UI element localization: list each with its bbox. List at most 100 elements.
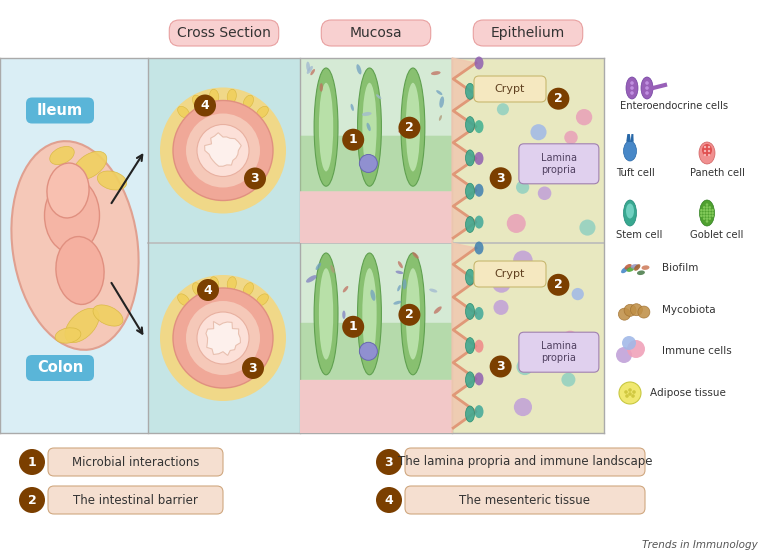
FancyBboxPatch shape [169,20,278,46]
FancyBboxPatch shape [405,448,645,476]
FancyBboxPatch shape [300,136,452,191]
Ellipse shape [314,68,338,186]
Circle shape [579,219,595,235]
Ellipse shape [474,184,483,197]
Text: 3: 3 [496,360,505,373]
Circle shape [360,155,377,172]
Circle shape [530,124,546,140]
Text: 1: 1 [349,320,357,333]
Circle shape [538,186,552,200]
Text: 4: 4 [200,99,210,112]
Circle shape [497,103,509,116]
Ellipse shape [699,142,715,164]
Circle shape [376,449,402,475]
Circle shape [490,355,512,378]
Text: Goblet cell: Goblet cell [690,230,744,240]
Text: Cross Section: Cross Section [177,26,271,40]
Text: Stem cell: Stem cell [616,230,662,240]
Ellipse shape [350,104,354,111]
Ellipse shape [474,88,483,102]
Circle shape [631,394,635,398]
Circle shape [708,214,711,217]
Ellipse shape [623,200,636,226]
Ellipse shape [436,90,442,95]
Text: The mesenteric tissue: The mesenteric tissue [460,493,591,507]
FancyBboxPatch shape [519,144,599,184]
Ellipse shape [362,112,372,116]
Text: 2: 2 [405,121,414,134]
Circle shape [638,306,650,318]
Text: Enteroendocrine cells: Enteroendocrine cells [620,101,728,111]
Text: Lamina
propria: Lamina propria [541,341,577,363]
Ellipse shape [626,77,638,99]
Ellipse shape [256,107,269,118]
Circle shape [630,304,643,316]
Circle shape [630,81,633,85]
Text: 2: 2 [405,309,414,321]
Circle shape [562,373,575,387]
Text: Adipose tissue: Adipose tissue [650,388,726,398]
Circle shape [565,131,578,144]
FancyBboxPatch shape [300,58,452,433]
Ellipse shape [465,269,474,285]
Circle shape [19,487,45,513]
Ellipse shape [11,141,138,350]
Text: Biofilm: Biofilm [662,263,698,273]
Ellipse shape [399,129,410,135]
Ellipse shape [50,146,74,165]
Circle shape [711,211,714,214]
Ellipse shape [210,277,219,291]
Ellipse shape [342,311,346,319]
Ellipse shape [634,264,640,271]
Ellipse shape [55,328,81,343]
FancyBboxPatch shape [405,486,645,514]
Ellipse shape [429,288,438,292]
Circle shape [703,209,705,211]
Circle shape [645,86,649,90]
Circle shape [632,390,636,394]
Circle shape [619,382,641,404]
Circle shape [19,449,45,475]
Circle shape [624,304,636,316]
Text: 4: 4 [385,493,393,507]
Ellipse shape [431,71,441,75]
Circle shape [516,358,533,375]
Text: Trends in Immunology: Trends in Immunology [643,540,758,550]
Ellipse shape [243,283,253,296]
Ellipse shape [73,151,107,180]
Circle shape [513,251,532,270]
Text: 3: 3 [251,172,259,185]
Circle shape [708,217,711,220]
Circle shape [197,312,249,364]
Ellipse shape [343,286,348,292]
Ellipse shape [319,268,334,359]
Circle shape [399,117,421,139]
FancyBboxPatch shape [148,58,300,433]
Ellipse shape [474,120,483,133]
Circle shape [576,109,592,126]
Ellipse shape [474,340,483,353]
Ellipse shape [370,290,376,301]
Ellipse shape [65,309,99,343]
Circle shape [197,279,219,301]
Text: Epithelium: Epithelium [491,26,565,40]
Circle shape [704,146,706,148]
Circle shape [173,288,273,388]
Ellipse shape [357,253,382,375]
Circle shape [703,217,705,220]
Circle shape [506,214,526,233]
Ellipse shape [398,261,403,268]
Text: The intestinal barrier: The intestinal barrier [73,493,198,507]
Ellipse shape [465,372,474,388]
FancyBboxPatch shape [321,20,431,46]
Circle shape [708,150,710,152]
Text: Lamina
propria: Lamina propria [541,152,577,175]
Ellipse shape [330,265,335,273]
Circle shape [618,308,630,320]
Ellipse shape [366,123,371,131]
FancyBboxPatch shape [26,355,94,381]
Ellipse shape [465,217,474,233]
Ellipse shape [397,285,401,291]
Ellipse shape [474,307,483,320]
Circle shape [708,206,711,209]
